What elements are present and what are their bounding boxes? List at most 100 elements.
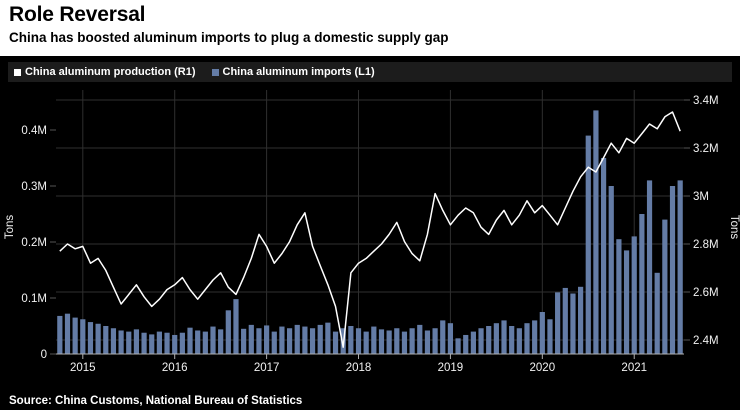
production-swatch-icon — [14, 68, 21, 76]
legend-label-production: China aluminum production (R1) — [25, 66, 196, 78]
import-bar — [286, 328, 293, 354]
left-axis-tick-label: 0.2M — [21, 237, 47, 249]
import-bar — [164, 332, 170, 354]
import-bar — [110, 328, 117, 354]
import-bar — [187, 327, 193, 354]
import-bar — [646, 180, 653, 354]
import-bar — [639, 214, 645, 354]
import-bar — [72, 317, 78, 354]
import-bar — [156, 331, 162, 354]
import-bar — [662, 219, 668, 354]
import-bar — [669, 186, 676, 354]
legend-item-production: China aluminum production (R1) — [14, 66, 196, 78]
import-bar — [623, 250, 630, 354]
import-bar — [241, 328, 247, 354]
import-bar — [317, 324, 323, 354]
import-bar — [64, 313, 71, 354]
x-axis-tick-label: 2017 — [254, 362, 280, 374]
import-bar — [600, 158, 607, 354]
import-bar — [401, 331, 408, 354]
import-bar — [417, 324, 423, 354]
import-bar — [264, 325, 270, 354]
page-subtitle: China has boosted aluminum imports to pl… — [9, 30, 449, 46]
import-bar — [80, 319, 86, 354]
import-bar — [463, 334, 469, 354]
import-bar — [325, 322, 331, 354]
chart-plot: 2015 2016 2017 2018 2019 2020 2021 0 0.1M 0.2M 0.3… — [4, 90, 740, 374]
left-axis-title: Tons — [4, 215, 16, 240]
import-bar — [149, 334, 155, 354]
import-bar — [233, 299, 239, 354]
left-axis-tick-label: 0 — [41, 349, 47, 361]
source-note: Source: China Customs, National Bureau o… — [9, 395, 303, 407]
right-axis-title: Tons — [728, 215, 740, 240]
import-bar — [386, 330, 392, 354]
x-axis-tick-label: 2020 — [530, 362, 556, 374]
right-axis-tick-label: 2.8M — [693, 239, 719, 251]
import-bar — [608, 186, 614, 354]
import-bar — [532, 320, 538, 354]
left-axis-tick-label: 0.1M — [21, 293, 47, 305]
right-axis-tick-label: 3M — [693, 191, 709, 203]
import-bar — [294, 324, 300, 354]
import-bar — [593, 110, 599, 355]
import-bar — [547, 319, 553, 354]
import-bar — [378, 329, 385, 354]
import-bar — [95, 323, 101, 354]
import-bar — [501, 320, 507, 354]
import-bar — [455, 338, 461, 354]
import-bar — [141, 332, 147, 354]
import-bar — [126, 331, 132, 354]
import-bar — [172, 334, 178, 354]
import-bar — [103, 326, 109, 354]
import-bar — [57, 315, 63, 354]
import-bar — [309, 328, 316, 354]
import-bar — [87, 322, 94, 354]
import-bar — [424, 330, 431, 354]
import-bar — [447, 323, 454, 354]
x-axis-tick-label: 2021 — [621, 362, 647, 374]
import-bar — [585, 135, 591, 354]
page-title: Role Reversal — [9, 3, 146, 26]
import-bar — [486, 326, 492, 354]
right-axis-tick-label: 2.6M — [693, 287, 719, 299]
import-bar — [279, 326, 285, 354]
chart-block: China aluminum production (R1) China alu… — [0, 56, 740, 410]
legend-item-imports: China aluminum imports (L1) — [211, 66, 375, 78]
import-bar — [493, 323, 499, 354]
import-bar — [225, 310, 231, 354]
import-bar — [578, 286, 584, 354]
import-bar — [118, 330, 124, 354]
import-bar — [524, 323, 530, 354]
import-bar — [363, 331, 369, 354]
import-bar — [348, 326, 354, 354]
bottom-strip — [0, 410, 740, 416]
chart-legend: China aluminum production (R1) China alu… — [8, 62, 732, 82]
x-axis-tick-label: 2019 — [438, 362, 464, 374]
import-bar — [631, 236, 637, 354]
import-bar — [256, 328, 262, 354]
import-bar — [355, 328, 362, 354]
import-bar — [202, 331, 208, 354]
right-axis-tick-label: 3.4M — [693, 95, 719, 107]
import-bar — [332, 331, 339, 354]
import-bar — [195, 330, 201, 354]
import-bar — [179, 332, 185, 354]
chart-header: Role Reversal China has boosted aluminum… — [0, 0, 740, 46]
import-bar — [509, 326, 515, 354]
import-bar — [478, 328, 484, 354]
import-bar — [654, 272, 660, 354]
import-bar — [248, 324, 254, 354]
right-axis-tick-label: 3.2M — [693, 143, 719, 155]
import-bar — [133, 329, 140, 354]
import-bar — [409, 328, 415, 354]
import-bar — [516, 328, 522, 354]
import-bar — [570, 293, 576, 354]
import-bar — [371, 326, 377, 354]
right-axis-tick-label: 2.4M — [693, 335, 719, 347]
left-axis-tick-label: 0.3M — [21, 181, 47, 193]
import-bar — [432, 328, 438, 354]
x-axis-tick-label: 2018 — [346, 362, 372, 374]
import-bar — [555, 292, 561, 354]
import-bar — [539, 312, 545, 354]
